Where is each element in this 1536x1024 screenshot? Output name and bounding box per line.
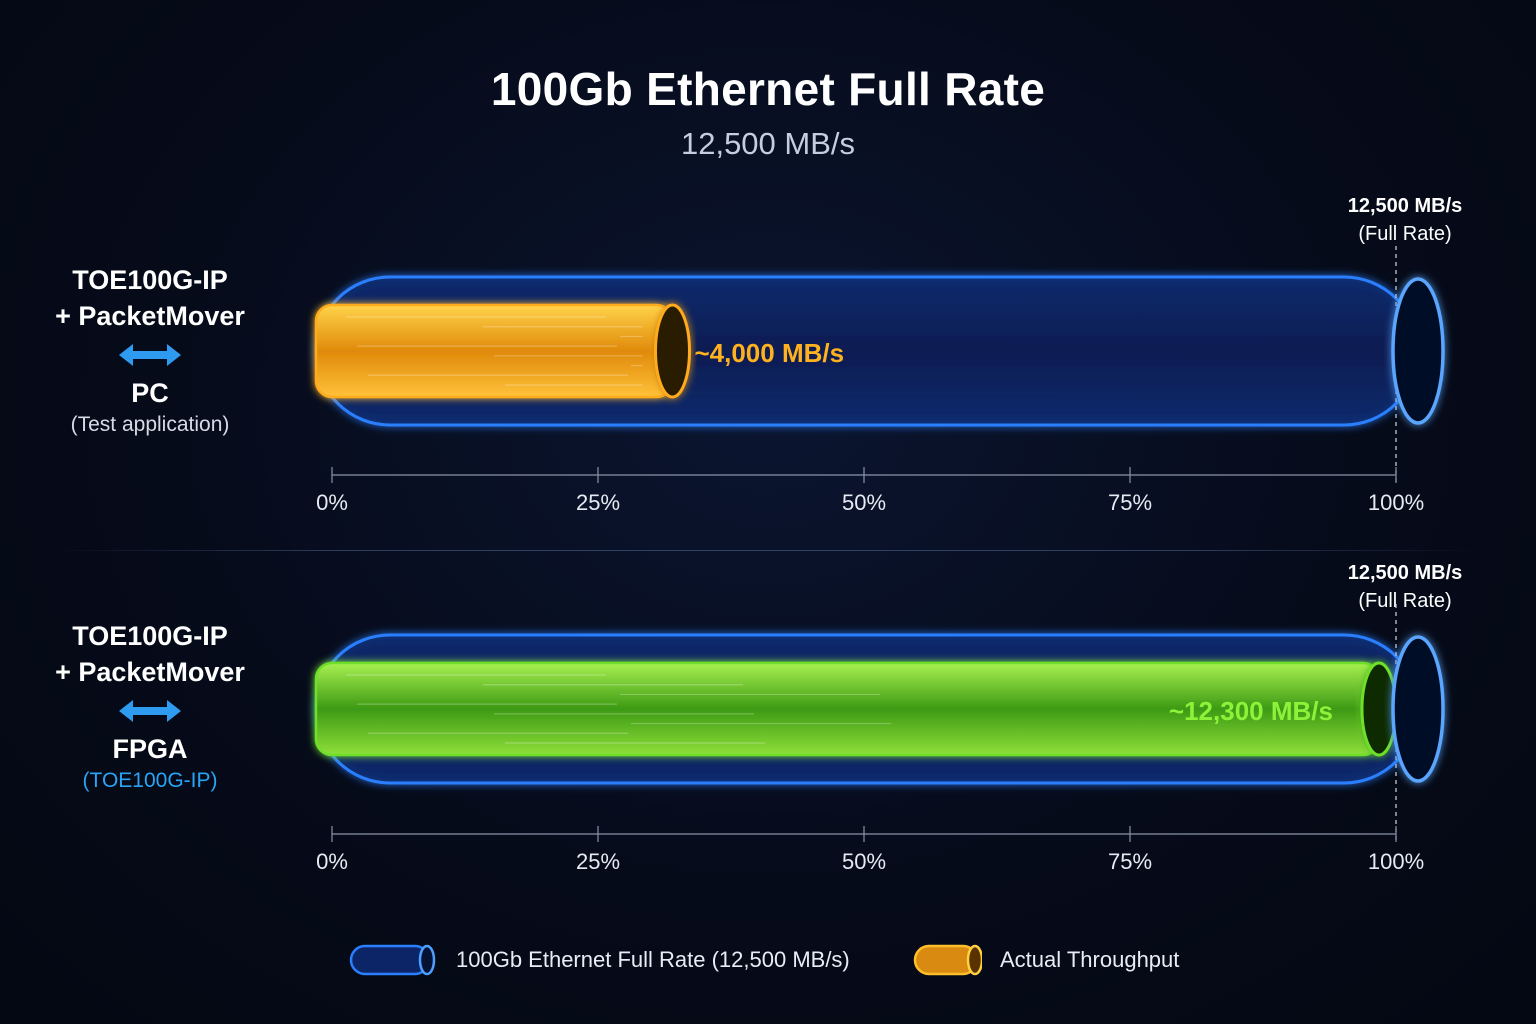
panel-2-fullrate-note: 12,500 MB/s (Full Rate) [1305,559,1505,615]
legend: 100Gb Ethernet Full Rate (12,500 MB/s) A… [0,938,1536,982]
chart-title: 100Gb Ethernet Full Rate [490,63,1046,115]
panel-1-fullrate-note: 12,500 MB/s (Full Rate) [1305,192,1505,248]
panel-2-throughput-bar-end-cap [1360,661,1398,757]
panel-2-fullrate-label: (Full Rate) [1358,590,1452,612]
legend-label-full-rate: 100Gb Ethernet Full Rate (12,500 MB/s) [456,947,850,972]
panel-2-source-line2: + PacketMover [55,657,245,687]
panel-2-x-tick-label: 75% [1108,849,1152,874]
panel-1-source-line2: + PacketMover [55,301,245,331]
panel-1-throughput-bar [314,303,674,399]
legend-label-throughput: Actual Throughput [1000,947,1180,972]
panel-2-x-tick-label: 50% [842,849,886,874]
panel-1-fullrate-label: (Full Rate) [1358,223,1452,245]
panel-2-throughput-value-label: ~12,300 MB/s [1169,696,1333,726]
panel-2-target: FPGA [112,734,188,764]
panel-1-x-tick-label: 25% [576,490,620,515]
chart-subtitle: 12,500 MB/s [680,126,856,161]
legend-item-throughput: Actual Throughput [912,938,1179,982]
panel-2-x-tick-label: 100% [1368,849,1424,874]
panel-2-x-tick-label: 0% [316,849,348,874]
panel-2-x-tick-label: 25% [576,849,620,874]
panel-1-source-line1: TOE100G-IP [72,265,228,295]
panel-1-target-sub: (Test application) [70,413,230,436]
panel-1-throughput-value-label: ~4,000 MB/s [694,338,844,368]
panel-2-source-line1: TOE100G-IP [72,621,228,651]
panel-1-full-rate-pipe-end-cap [1391,277,1445,425]
legend-swatch-throughput [913,944,982,976]
panel-2-fullrate-value: 12,500 MB/s [1347,562,1463,584]
double-headed-arrow-icon [119,700,181,722]
panel-1-x-tick-label: 100% [1368,490,1424,515]
panel-1-throughput-bar-end-cap [653,303,691,399]
panel-1-fullrate-value: 12,500 MB/s [1347,195,1463,217]
panel-2-label: TOE100G-IP + PacketMover FPGA (TOE100G-I… [0,618,300,793]
panel-1-label: TOE100G-IP + PacketMover PC (Test applic… [0,262,300,437]
panel-2-full-rate-pipe-end-cap [1391,635,1445,783]
panel-1-x-tick-label: 75% [1108,490,1152,515]
legend-item-full-rate: 100Gb Ethernet Full Rate (12,500 MB/s) [348,938,850,982]
panel-1-x-tick-label: 0% [316,490,348,515]
panel-1-target: PC [131,378,169,408]
panel-divider [52,550,1480,551]
double-headed-arrow-icon [119,344,181,366]
panel-2-target-sub: (TOE100G-IP) [82,769,218,792]
panel-1-x-tick-label: 50% [842,490,886,515]
legend-swatch-full-rate [349,944,436,976]
